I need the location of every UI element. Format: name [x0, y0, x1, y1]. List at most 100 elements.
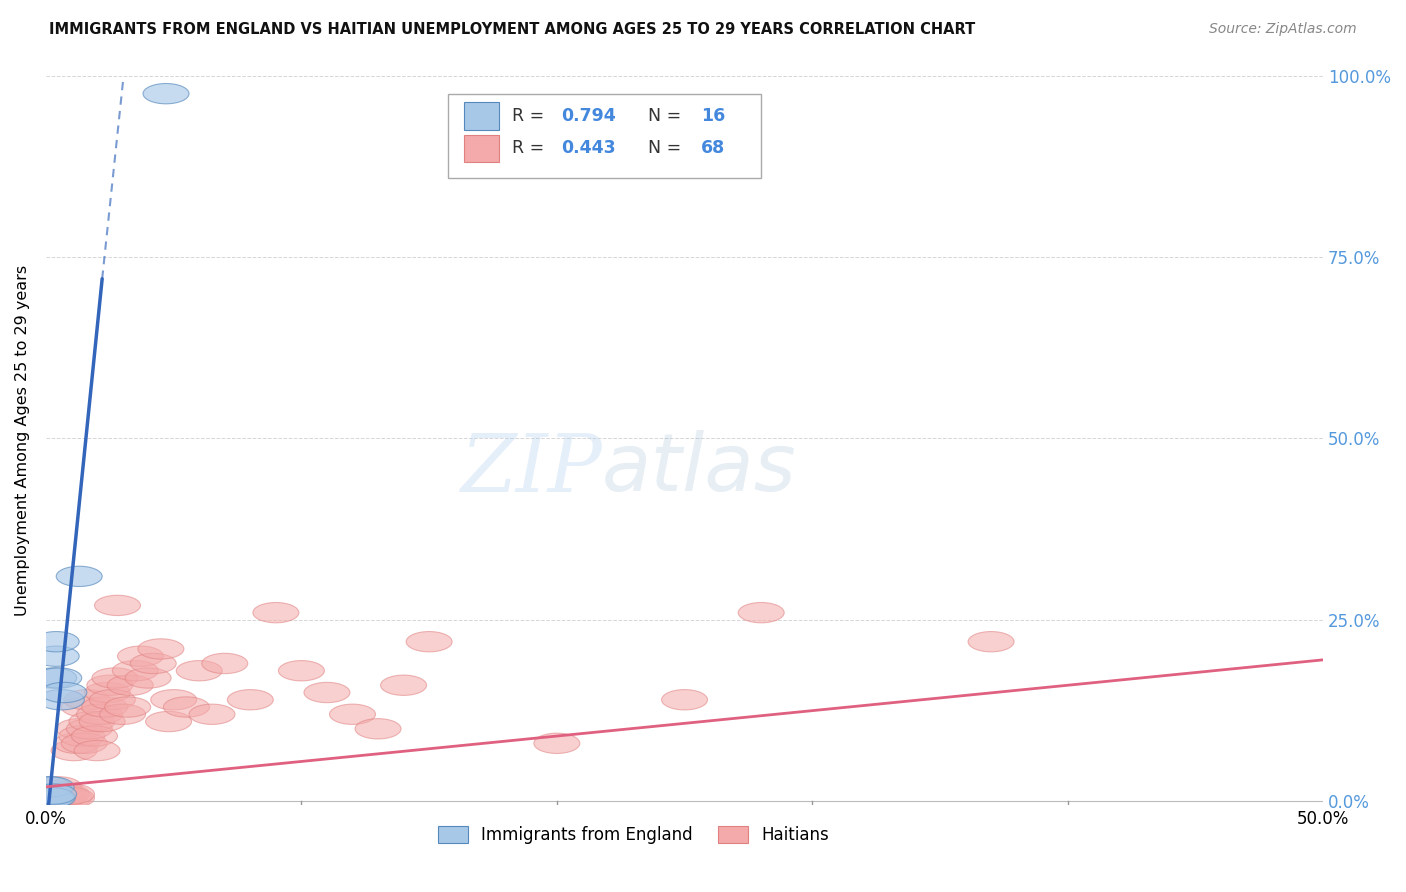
Text: R =: R =	[512, 139, 550, 158]
Ellipse shape	[112, 661, 159, 681]
Ellipse shape	[69, 712, 115, 731]
Ellipse shape	[150, 690, 197, 710]
Ellipse shape	[41, 682, 87, 703]
Ellipse shape	[118, 646, 163, 666]
Ellipse shape	[35, 784, 82, 805]
Ellipse shape	[104, 697, 150, 717]
Ellipse shape	[34, 632, 79, 652]
Ellipse shape	[253, 602, 299, 623]
Ellipse shape	[34, 784, 79, 805]
Ellipse shape	[49, 784, 94, 805]
Ellipse shape	[72, 726, 118, 747]
Ellipse shape	[90, 690, 135, 710]
Ellipse shape	[969, 632, 1014, 652]
Ellipse shape	[738, 602, 785, 623]
Ellipse shape	[31, 788, 76, 808]
Text: 68: 68	[702, 139, 725, 158]
Legend: Immigrants from England, Haitians: Immigrants from England, Haitians	[437, 826, 830, 844]
Ellipse shape	[107, 675, 153, 696]
Text: Source: ZipAtlas.com: Source: ZipAtlas.com	[1209, 22, 1357, 37]
Ellipse shape	[49, 788, 94, 808]
Ellipse shape	[56, 719, 103, 739]
Ellipse shape	[41, 788, 87, 808]
Ellipse shape	[143, 84, 188, 103]
Text: R =: R =	[512, 107, 550, 125]
Ellipse shape	[63, 690, 110, 710]
Ellipse shape	[163, 697, 209, 717]
Text: 0.794: 0.794	[561, 107, 616, 125]
Ellipse shape	[24, 788, 70, 808]
Ellipse shape	[34, 646, 79, 666]
Text: 0.443: 0.443	[561, 139, 616, 158]
Ellipse shape	[35, 777, 82, 797]
Ellipse shape	[278, 661, 325, 681]
Ellipse shape	[79, 712, 125, 731]
Ellipse shape	[534, 733, 579, 754]
Text: ZIP: ZIP	[460, 431, 602, 508]
Ellipse shape	[100, 704, 146, 724]
Ellipse shape	[202, 653, 247, 673]
Ellipse shape	[27, 788, 73, 808]
FancyBboxPatch shape	[464, 135, 499, 162]
Ellipse shape	[82, 697, 128, 717]
Ellipse shape	[25, 777, 72, 797]
Ellipse shape	[34, 788, 79, 808]
Ellipse shape	[62, 697, 107, 717]
Ellipse shape	[138, 639, 184, 659]
Ellipse shape	[53, 733, 100, 754]
Ellipse shape	[28, 784, 75, 805]
Ellipse shape	[46, 788, 91, 808]
Ellipse shape	[27, 788, 73, 808]
Ellipse shape	[25, 784, 72, 805]
FancyBboxPatch shape	[449, 94, 761, 178]
Ellipse shape	[662, 690, 707, 710]
Ellipse shape	[38, 784, 84, 805]
Ellipse shape	[406, 632, 453, 652]
Ellipse shape	[35, 668, 82, 688]
Ellipse shape	[329, 704, 375, 724]
Ellipse shape	[188, 704, 235, 724]
Ellipse shape	[131, 653, 176, 673]
Ellipse shape	[76, 704, 122, 724]
Ellipse shape	[146, 712, 191, 731]
Ellipse shape	[41, 784, 87, 805]
Text: N =: N =	[637, 107, 688, 125]
Ellipse shape	[38, 690, 84, 710]
Text: 16: 16	[702, 107, 725, 125]
Ellipse shape	[59, 726, 104, 747]
Ellipse shape	[51, 740, 97, 761]
Ellipse shape	[35, 788, 82, 808]
Ellipse shape	[31, 784, 76, 805]
Ellipse shape	[30, 788, 76, 808]
Ellipse shape	[381, 675, 426, 696]
Y-axis label: Unemployment Among Ages 25 to 29 years: Unemployment Among Ages 25 to 29 years	[15, 265, 30, 615]
Ellipse shape	[62, 733, 107, 754]
Ellipse shape	[75, 740, 120, 761]
Ellipse shape	[25, 784, 72, 805]
Ellipse shape	[31, 668, 76, 688]
Ellipse shape	[228, 690, 273, 710]
Ellipse shape	[125, 668, 172, 688]
Ellipse shape	[94, 595, 141, 615]
Ellipse shape	[31, 784, 76, 805]
Text: atlas: atlas	[602, 431, 796, 508]
Ellipse shape	[38, 788, 84, 808]
Ellipse shape	[91, 668, 138, 688]
Ellipse shape	[176, 661, 222, 681]
Ellipse shape	[356, 719, 401, 739]
Ellipse shape	[56, 566, 103, 587]
Ellipse shape	[87, 675, 132, 696]
Ellipse shape	[44, 784, 90, 805]
Ellipse shape	[30, 788, 76, 808]
Ellipse shape	[304, 682, 350, 703]
Ellipse shape	[24, 788, 70, 808]
Ellipse shape	[28, 788, 75, 808]
Ellipse shape	[28, 788, 75, 808]
Text: N =: N =	[637, 139, 688, 158]
Ellipse shape	[25, 788, 72, 808]
Text: IMMIGRANTS FROM ENGLAND VS HAITIAN UNEMPLOYMENT AMONG AGES 25 TO 29 YEARS CORREL: IMMIGRANTS FROM ENGLAND VS HAITIAN UNEMP…	[49, 22, 976, 37]
FancyBboxPatch shape	[464, 102, 499, 129]
Ellipse shape	[31, 780, 76, 801]
Ellipse shape	[66, 719, 112, 739]
Ellipse shape	[84, 682, 131, 703]
